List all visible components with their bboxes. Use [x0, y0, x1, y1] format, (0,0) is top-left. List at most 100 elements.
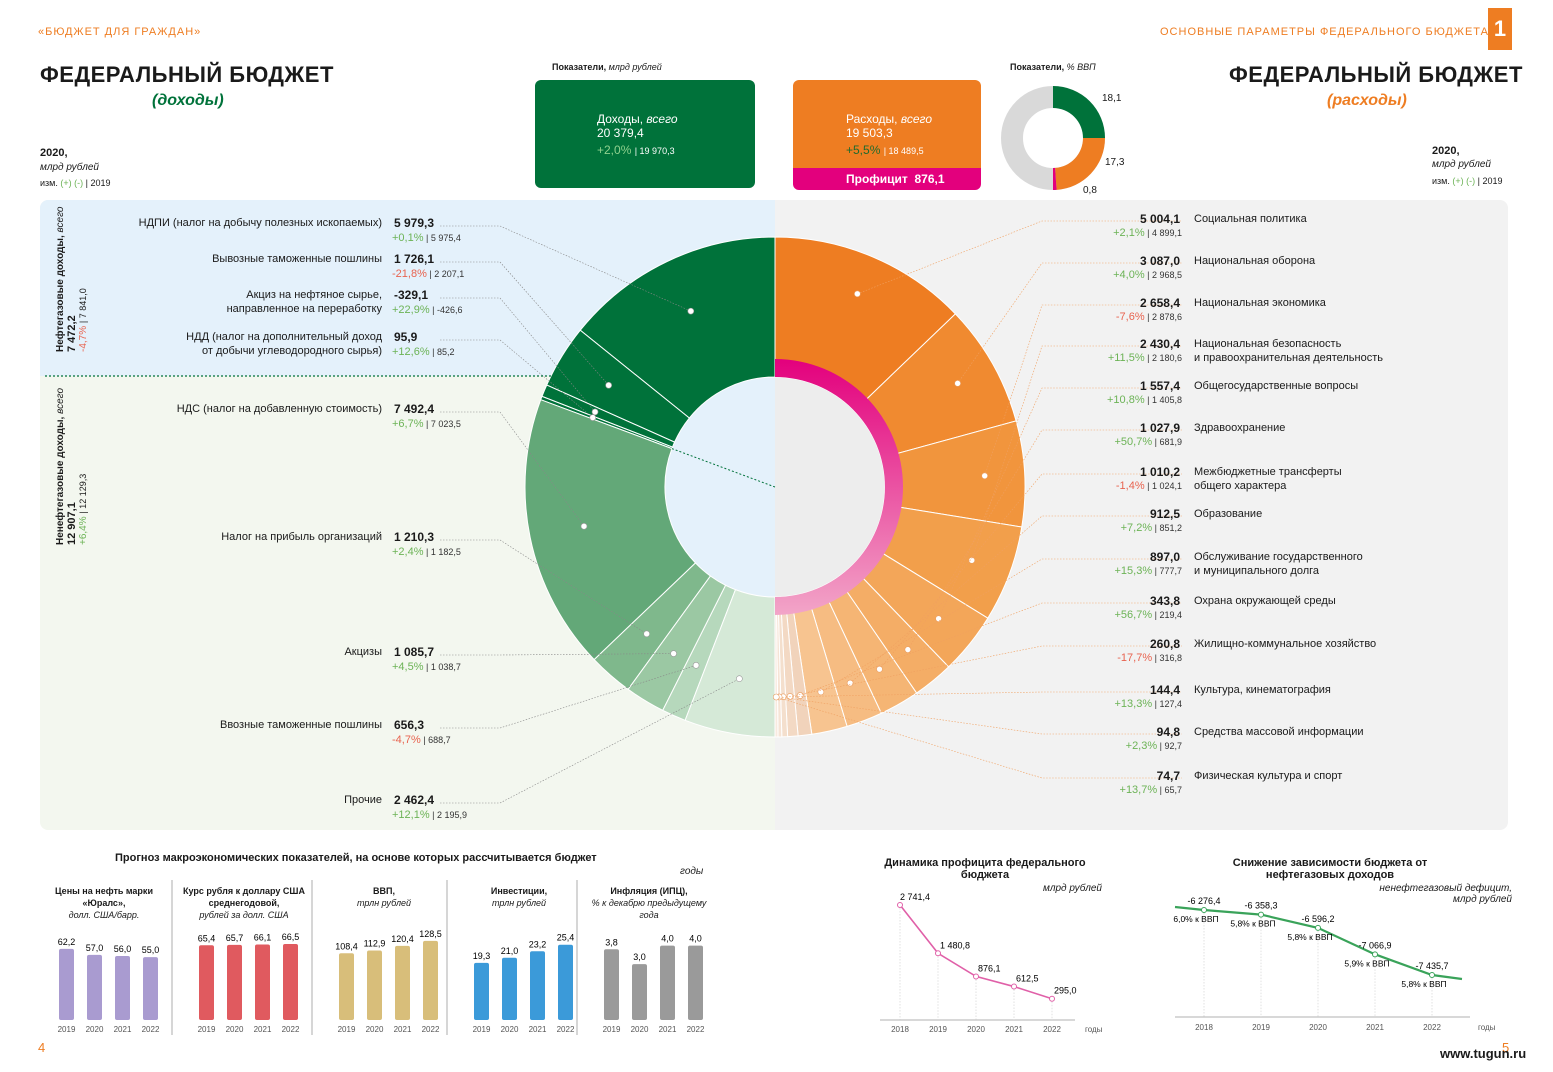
expense-category-label: Охрана окружающей среды: [1194, 595, 1336, 607]
surplus-point: [897, 902, 903, 908]
expense-value: 3 087,0: [1139, 254, 1180, 268]
macro-chart-title-text: Инвестиции,: [490, 886, 548, 896]
macro-chart-title-3: Инвестиции, трлн рублей: [455, 885, 583, 909]
surplus-value-label: 295,0: [1054, 986, 1077, 996]
surplus-xlabel: годы: [1085, 1025, 1103, 1034]
expense-dot-7: [846, 679, 854, 687]
income-value: 1 210,3: [394, 530, 435, 544]
income-change: +12,6% | 85,2: [392, 346, 454, 358]
macro-bar-label: 62,2: [58, 937, 76, 947]
expense-category-label: Национальная экономика: [1194, 297, 1326, 309]
macro-bar: [227, 944, 242, 1020]
income-category-label: Налог на прибыль организаций: [221, 531, 382, 543]
macro-bar-label: 3,8: [605, 937, 618, 947]
income-value: 7 492,4: [394, 402, 435, 416]
deficit-gdp-share: 5,8% к ВВП: [1287, 932, 1332, 942]
macro-chart-subtitle: трлн рублей: [491, 898, 547, 908]
macro-bar-label: 19,3: [473, 951, 491, 961]
expense-legend: изм. (+) (-) | 2019: [1432, 176, 1503, 186]
deficit-gdp-share: 5,8% к ВВП: [1230, 919, 1275, 929]
macro-bar-label: 25,4: [557, 933, 575, 943]
deficit-year: 2021: [1366, 1023, 1384, 1032]
deficit-year: 2022: [1423, 1023, 1441, 1032]
expense-leader-4: [938, 387, 1182, 619]
income-leader-1: [440, 261, 609, 386]
income-value: 1 085,7: [394, 645, 435, 659]
macro-bar: [283, 944, 298, 1020]
expense-change: +10,8% | 1 405,8: [1060, 394, 1182, 406]
macro-year-label: 2022: [422, 1025, 440, 1034]
income-change-pct: +4,5%: [392, 661, 424, 673]
indicators-label: Показатели, млрд рублей: [552, 62, 662, 72]
income-prev-2019: | 85,2: [429, 347, 455, 357]
deficit-year: 2020: [1309, 1023, 1327, 1032]
macro-year-label: 2022: [687, 1025, 705, 1034]
income-value: -329,1: [394, 288, 429, 302]
expense-prev-2019: | 1 405,8: [1144, 395, 1182, 405]
macro-bar: [474, 962, 489, 1020]
macro-chart-title-text: ВВП,: [373, 886, 395, 896]
income-dot-1: [605, 381, 612, 389]
surplus-year: 2021: [1005, 1025, 1023, 1034]
expense-leader-1: [957, 262, 1182, 384]
expense-change-pct: +7,2%: [1120, 522, 1153, 534]
income-leader-0: [440, 225, 691, 312]
income-change-pct: +12,1%: [392, 809, 430, 821]
income-leader-8: [440, 678, 740, 804]
income-change-pct: +22,9%: [392, 304, 430, 316]
expense-leader-11: [783, 691, 1182, 698]
income-change: +6,7% | 7 023,5: [392, 418, 461, 430]
deficit-point: [1201, 907, 1207, 913]
expense-dot-1: [954, 380, 961, 387]
deficit-line-chart: -6 276,4 6,0% к ВВП 2018 -6 358,3 5,8% к ВВП…: [1173, 896, 1495, 1032]
expense-change: +50,7% | 681,9: [1060, 436, 1183, 448]
surplus-ring: [775, 359, 903, 615]
expense-change-pct: +13,3%: [1114, 698, 1153, 710]
expense-dot-2: [981, 472, 989, 480]
income-change: -4,7% | 688,7: [392, 734, 451, 746]
income-slice-7: [662, 584, 737, 721]
income-category-label: НДПИ (налог на добычу полезных ископаемы…: [138, 217, 382, 229]
deficit-year: 2019: [1252, 1023, 1270, 1032]
expense-value: 1 557,4: [1139, 379, 1180, 393]
income-change-pct: +2,4%: [392, 546, 424, 558]
income-unit: млрд рублей: [40, 162, 99, 173]
income-total-value: 20 379,4: [597, 126, 644, 140]
expense-change-pct: +50,7%: [1114, 436, 1153, 448]
macro-year-label: 2020: [366, 1025, 384, 1034]
macro-chart-title-text: Цены на нефть марки «Юралс»,: [55, 886, 153, 908]
macro-bar: [530, 951, 545, 1020]
income-slice-1: [546, 329, 691, 443]
income-prev-2019: | -426,6: [429, 305, 463, 315]
surplus-value-label: 612,5: [1016, 974, 1039, 984]
macro-bar: [143, 957, 158, 1020]
gdp-slice-2: [1053, 167, 1057, 190]
expense-prev-2019: | 2 878,6: [1144, 312, 1182, 322]
expense-category-label: Средства массовой информации: [1194, 726, 1364, 738]
macro-year-label: 2019: [473, 1025, 491, 1034]
income-prev-2019: | 688,7: [420, 735, 451, 745]
macro-bar: [688, 945, 703, 1020]
expense-change: +2,1% | 4 899,1: [1060, 227, 1182, 239]
macro-bar: [395, 945, 410, 1020]
site-watermark: www.tugun.ru: [1440, 1046, 1527, 1061]
income-value: 2 462,4: [394, 793, 435, 807]
macro-year-label: 2022: [557, 1025, 575, 1034]
income-dot-4: [580, 522, 588, 530]
expense-dot-13: [772, 693, 780, 701]
expense-leader-2: [984, 304, 1182, 476]
income-title: ФЕДЕРАЛЬНЫЙ БЮДЖЕТ: [40, 62, 334, 87]
macro-chart-subtitle: рублей за долл. США: [199, 910, 289, 920]
gdp-label: Показатели, % ВВП: [1010, 62, 1096, 72]
income-change-pct: -21,8%: [392, 268, 427, 280]
income-change-pct: +12,6%: [392, 346, 430, 358]
deficit-gdp-share: 5,8% к ВВП: [1401, 979, 1446, 989]
expense-prev-2019: | 316,8: [1152, 653, 1182, 663]
deficit-value-label: -7 435,7: [1415, 961, 1448, 971]
expense-value: 5 004,1: [1139, 212, 1180, 226]
income-dot-8: [736, 675, 743, 683]
income-change-pct: +6,7%: [392, 418, 424, 430]
expense-change: +2,3% | 92,7: [1060, 740, 1182, 752]
income-year: 2020,: [40, 147, 68, 159]
macro-year-label: 2019: [603, 1025, 621, 1034]
